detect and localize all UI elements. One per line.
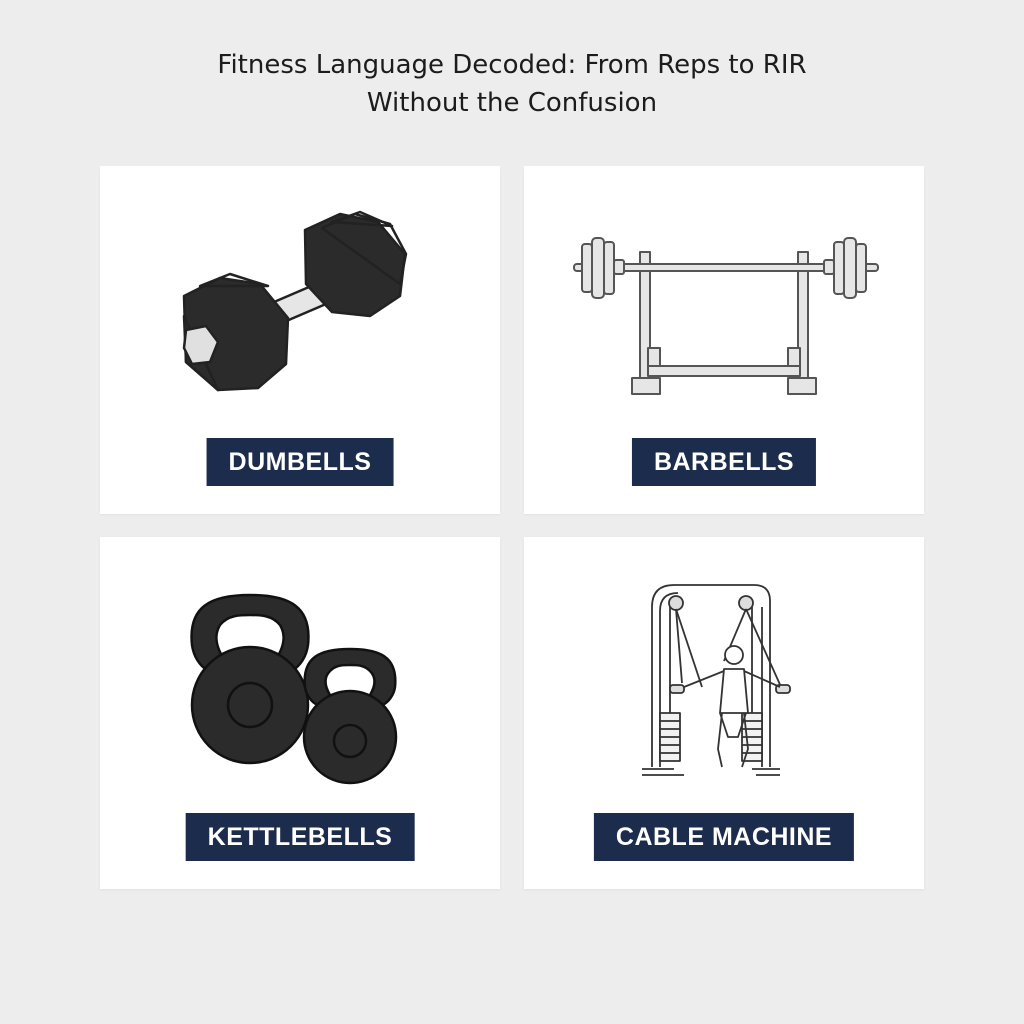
label-cable-machine: CABLE MACHINE [593,813,855,861]
card-barbells: BARBELLS [524,166,924,514]
label-kettlebells: KETTLEBELLS [185,813,415,861]
page-title: Fitness Language Decoded: From Reps to R… [0,46,1024,122]
card-cable-machine: CABLE MACHINE [524,537,924,889]
label-barbells: BARBELLS [631,438,817,486]
barbell-rack-icon [573,237,879,395]
title-line-1: Fitness Language Decoded: From Reps to R… [217,50,807,80]
kettlebells-icon [190,593,398,785]
cable-machine-icon [642,584,791,776]
label-dumbbells: DUMBELLS [206,438,394,486]
card-kettlebells: KETTLEBELLS [100,537,500,889]
card-dumbbells: DUMBELLS [100,166,500,514]
title-line-2: Without the Confusion [366,88,658,118]
dumbbell-icon [182,210,408,392]
